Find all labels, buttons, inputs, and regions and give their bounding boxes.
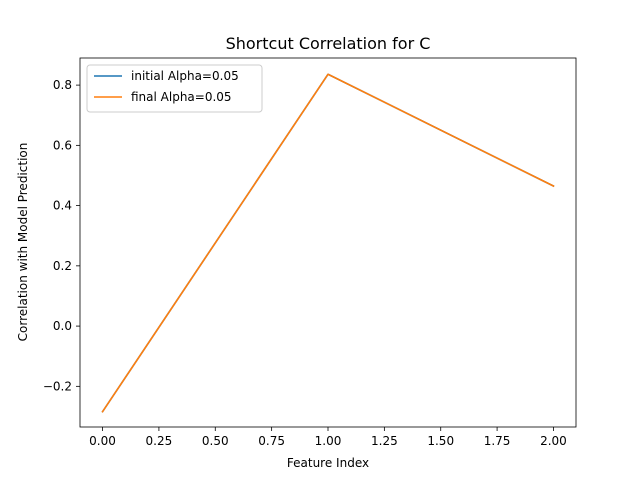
plot-frame	[79, 57, 577, 428]
y-tick-label: 0.6	[53, 138, 72, 152]
legend-label-0: initial Alpha=0.05	[131, 69, 239, 83]
series-layer	[101, 73, 555, 413]
x-tick-label: 0.00	[89, 434, 116, 448]
x-tick-label: 1.75	[484, 434, 511, 448]
legend-box	[86, 64, 263, 113]
y-axis-label: Correlation with Model Prediction	[16, 143, 30, 342]
y-tick-label: 0.0	[53, 319, 72, 333]
x-tick-label: 1.25	[371, 434, 398, 448]
y-tick-label: 0.8	[53, 78, 72, 92]
legend: initial Alpha=0.05 final Alpha=0.05	[86, 64, 263, 113]
x-tick-label: 1.50	[427, 434, 454, 448]
y-axis-ticks: −0.2 0.0 0.2 0.4 0.6 0.8	[43, 78, 80, 393]
y-tick-label: −0.2	[43, 379, 72, 393]
y-tick-label: 0.2	[53, 259, 72, 273]
plot-area	[80, 58, 576, 427]
x-tick-label: 0.50	[202, 434, 229, 448]
x-tick-label: 1.00	[315, 434, 342, 448]
x-axis-ticks: 0.00 0.25 0.50 0.75 1.00 1.25 1.50 1.75 2.00	[89, 427, 567, 448]
series-line-1	[101, 73, 555, 413]
legend-label-1: final Alpha=0.05	[131, 90, 232, 104]
chart-title: Shortcut Correlation for C	[226, 34, 431, 53]
y-tick-label: 0.4	[53, 199, 72, 213]
x-axis-label: Feature Index	[287, 456, 369, 470]
x-tick-label: 0.25	[146, 434, 173, 448]
x-tick-label: 0.75	[258, 434, 285, 448]
x-tick-label: 2.00	[540, 434, 567, 448]
